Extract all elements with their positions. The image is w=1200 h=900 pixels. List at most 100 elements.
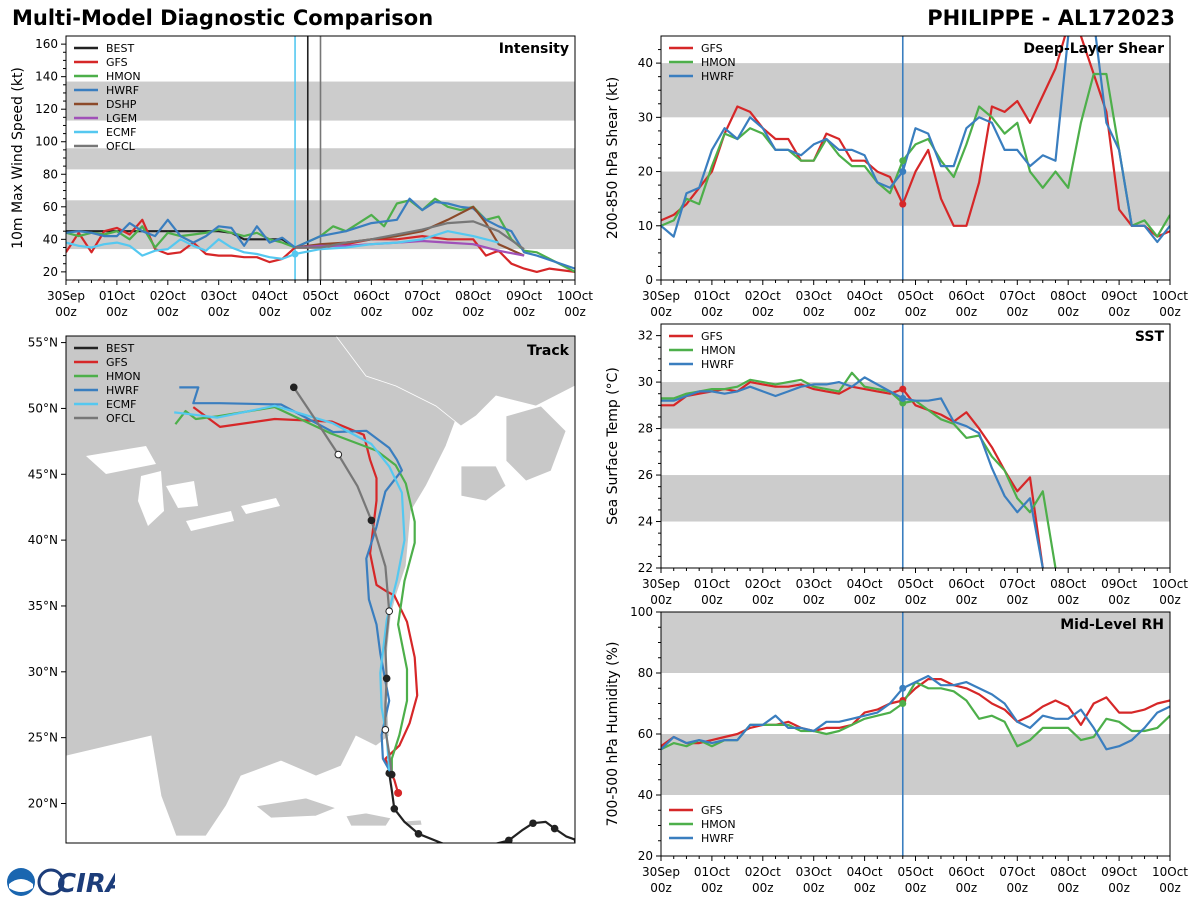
- track-point: [367, 516, 376, 525]
- track-ecmf: [174, 404, 406, 771]
- x-tick-label: 00z: [956, 593, 978, 607]
- track-point: [385, 607, 394, 616]
- x-tick-label: 00z: [310, 305, 332, 319]
- cira-wordmark: CIRA: [57, 869, 115, 898]
- land-mass: [460, 465, 507, 502]
- storm-title: PHILIPPE - AL172023: [927, 6, 1175, 30]
- x-tick-label: 30Sep: [642, 289, 680, 303]
- y-tick-label: 160: [35, 37, 58, 51]
- y-tick-label: 10: [638, 219, 653, 233]
- series-ecmf: [294, 230, 499, 256]
- y-axis-label: 700-500 hPa Humidity (%): [605, 642, 621, 827]
- lat-tick-label: 30°N: [28, 665, 58, 679]
- track-gfs: [192, 406, 419, 794]
- lake: [86, 446, 156, 474]
- legend-label-hmon: HMON: [701, 818, 736, 831]
- threshold-band: [661, 612, 1170, 673]
- series-gfs: [661, 36, 1170, 238]
- x-tick-label: 07Oct: [999, 289, 1035, 303]
- lake: [138, 471, 164, 526]
- x-tick-label: 05Oct: [302, 289, 338, 303]
- land-mass: [505, 405, 567, 482]
- legend-label-ecmf: ECMF: [106, 126, 136, 139]
- x-tick-label: 00z: [259, 305, 281, 319]
- lake: [241, 498, 280, 514]
- x-tick-label: 02Oct: [745, 865, 781, 879]
- x-tick-label: 00z: [412, 305, 434, 319]
- x-tick-label: 00z: [752, 305, 774, 319]
- x-tick-label: 01Oct: [694, 289, 730, 303]
- x-tick-label: 10Oct: [1152, 865, 1188, 879]
- init-marker-hwrf: [899, 168, 907, 176]
- y-axis-label: 200-850 hPa Shear (kt): [605, 77, 621, 239]
- lat-tick-label: 25°N: [28, 731, 58, 745]
- series-hwrf: [661, 674, 1170, 751]
- y-tick-label: 32: [638, 329, 653, 343]
- legend-label-hmon: HMON: [701, 56, 736, 69]
- track-point: [505, 836, 513, 843]
- legend-label-gfs: GFS: [106, 56, 128, 69]
- legend-label-ofcl: OFCL: [106, 412, 136, 425]
- y-tick-label: 100: [35, 135, 58, 149]
- x-tick-label: 09Oct: [1101, 577, 1137, 591]
- lat-tick-label: 35°N: [28, 599, 58, 613]
- x-tick-label: 02Oct: [745, 289, 781, 303]
- y-tick-label: 80: [43, 167, 58, 181]
- x-tick-label: 00z: [752, 593, 774, 607]
- land-mass: [345, 812, 392, 827]
- gfs-start-marker: [394, 788, 403, 797]
- x-tick-label: 00z: [1108, 305, 1130, 319]
- x-tick-label: 00z: [701, 881, 723, 895]
- y-tick-label: 0: [645, 273, 653, 287]
- x-tick-label: 01Oct: [694, 865, 730, 879]
- x-tick-label: 04Oct: [847, 577, 883, 591]
- x-tick-label: 00z: [650, 881, 672, 895]
- track-point: [387, 770, 396, 779]
- series-hmon: [661, 72, 1170, 238]
- legend-label-hwrf: HWRF: [106, 84, 139, 97]
- x-tick-label: 00z: [854, 593, 876, 607]
- y-tick-label: 120: [35, 102, 58, 116]
- x-tick-label: 00z: [564, 305, 586, 319]
- panel-title: Track: [527, 343, 570, 359]
- x-tick-label: 03Oct: [796, 577, 832, 591]
- x-tick-label: 30Sep: [47, 289, 85, 303]
- init-marker-hwrf: [899, 684, 907, 692]
- x-tick-label: 08Oct: [1050, 577, 1086, 591]
- track-point: [289, 383, 298, 392]
- figure-title: Multi-Model Diagnostic Comparison: [12, 6, 434, 30]
- y-axis-label: 10m Max Wind Speed (kt): [10, 67, 26, 249]
- x-tick-label: 00z: [1159, 881, 1181, 895]
- legend-label-lgem: LGEM: [106, 112, 137, 125]
- y-tick-label: 28: [638, 422, 653, 436]
- x-tick-label: 06Oct: [948, 289, 984, 303]
- lat-tick-label: 55°N: [28, 336, 58, 350]
- x-tick-label: 00z: [55, 305, 77, 319]
- track-point: [467, 850, 474, 857]
- panel-intensity: 30Sep 00z 01Oct 00z 02Oct 00z 03Oct 00z 04Oct 00z…: [10, 35, 593, 319]
- series-hwrf: [661, 376, 1044, 568]
- track-point: [382, 674, 391, 683]
- x-tick-label: 00z: [1057, 593, 1079, 607]
- x-tick-label: 05Oct: [897, 865, 933, 879]
- lake: [166, 481, 198, 508]
- y-tick-label: 40: [638, 788, 653, 802]
- globe-icon: [37, 868, 65, 896]
- lat-tick-label: 20°N: [28, 796, 58, 810]
- x-tick-label: 00z: [650, 305, 672, 319]
- y-tick-label: 30: [638, 110, 653, 124]
- series-hmon: [661, 371, 1057, 568]
- legend-label-hmon: HMON: [701, 344, 736, 357]
- x-tick-label: 10Oct: [557, 289, 593, 303]
- x-tick-label: 05Oct: [897, 577, 933, 591]
- init-marker-gfs: [899, 385, 907, 393]
- track-point: [529, 819, 537, 828]
- x-tick-label: 06Oct: [353, 289, 389, 303]
- lat-tick-label: 45°N: [28, 467, 58, 481]
- init-marker-hwrf: [899, 394, 907, 402]
- panel-shear: 30Sep 00z 01Oct 00z 02Oct 00z 03Oct 00z 04Oct 00z…: [605, 35, 1188, 319]
- x-tick-label: 09Oct: [1101, 289, 1137, 303]
- legend-label-hwrf: HWRF: [106, 384, 139, 397]
- x-tick-label: 03Oct: [796, 289, 832, 303]
